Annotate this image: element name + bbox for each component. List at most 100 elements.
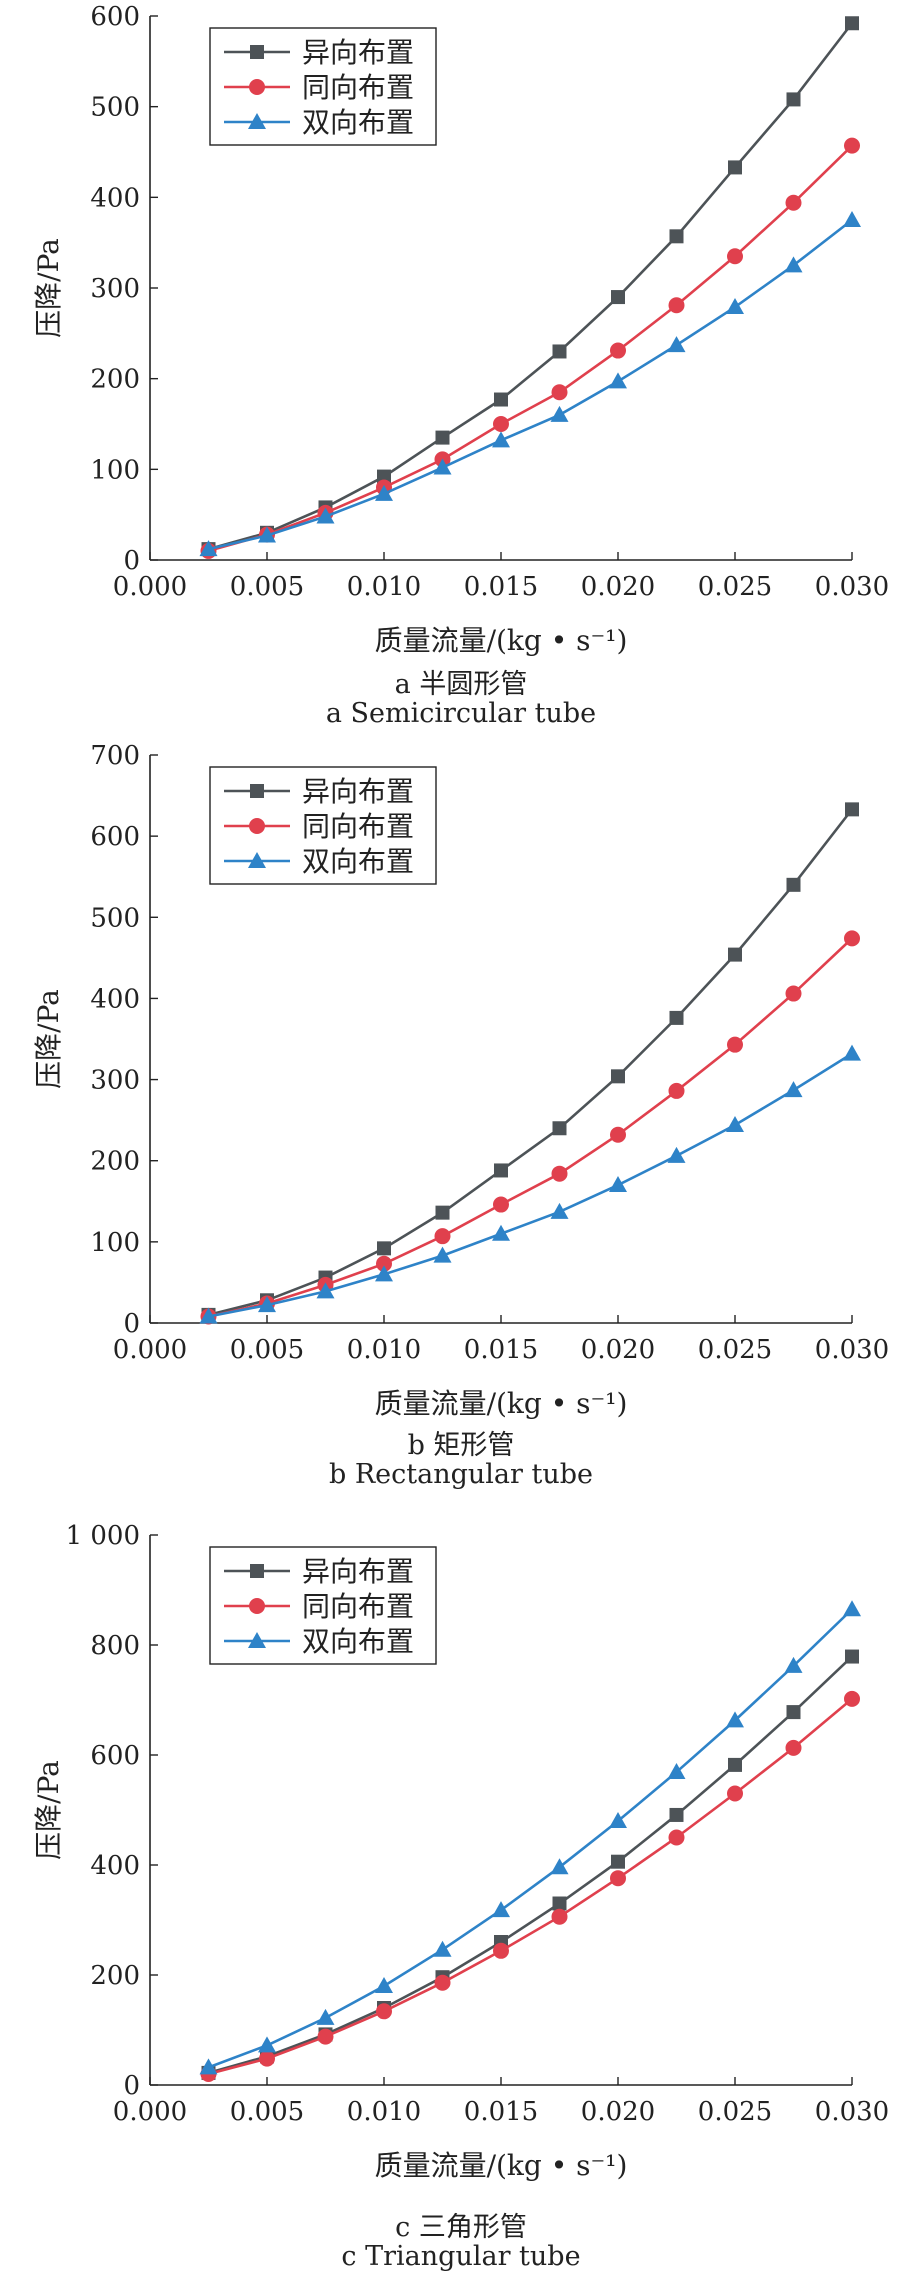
data-point bbox=[786, 877, 801, 892]
legend-marker bbox=[249, 818, 265, 834]
series-2 bbox=[199, 1044, 861, 1324]
x-tick-label: 0.025 bbox=[698, 1335, 772, 1365]
data-point bbox=[551, 1165, 568, 1182]
data-point bbox=[610, 1870, 626, 1887]
data-point bbox=[435, 430, 450, 445]
legend-label: 异向布置 bbox=[302, 36, 414, 69]
series-1 bbox=[200, 1690, 860, 2082]
data-point bbox=[492, 1224, 510, 1241]
data-point bbox=[726, 298, 744, 315]
legend-marker bbox=[248, 852, 266, 868]
x-tick-label: 0.010 bbox=[347, 572, 421, 602]
data-point bbox=[435, 1205, 450, 1220]
data-point bbox=[843, 1600, 861, 1617]
legend-marker bbox=[248, 113, 266, 129]
data-point bbox=[785, 985, 802, 1002]
x-tick-label: 0.005 bbox=[230, 572, 304, 602]
data-point bbox=[551, 1908, 568, 1925]
data-point bbox=[609, 1176, 627, 1193]
series-line bbox=[208, 937, 853, 1318]
chart-b-plot: 0.000 0.005 0.010 0.015 0.020 0.025 0.030 0 100 2… bbox=[32, 741, 889, 1420]
data-point bbox=[728, 160, 742, 175]
series-line bbox=[208, 1052, 853, 1318]
legend-marker bbox=[249, 79, 265, 95]
y-tick-label: 100 bbox=[90, 455, 140, 485]
data-point bbox=[726, 1116, 744, 1133]
x-tick-label: 0.030 bbox=[815, 2097, 889, 2127]
chart-panel-a: 0.000 0.005 0.010 0.015 0.020 0.025 0.030 0 100 2… bbox=[0, 0, 922, 745]
data-point bbox=[669, 1010, 684, 1025]
y-tick-label: 400 bbox=[90, 984, 140, 1014]
x-tick-label: 0.010 bbox=[347, 1335, 421, 1365]
y-axis-title: 压降/Pa bbox=[32, 1760, 65, 1860]
data-point bbox=[550, 1202, 569, 1219]
data-point bbox=[667, 336, 686, 353]
series-1 bbox=[200, 137, 860, 559]
data-point bbox=[784, 1081, 803, 1098]
chart-a-caption-cn: a 半圆形管 bbox=[394, 669, 528, 700]
data-point bbox=[494, 1163, 508, 1178]
legend-marker bbox=[250, 784, 264, 798]
data-point bbox=[610, 342, 626, 359]
data-point bbox=[259, 2050, 275, 2067]
x-tick-label: 0.010 bbox=[347, 2097, 421, 2127]
series-1 bbox=[200, 930, 860, 1325]
data-point bbox=[667, 1146, 686, 1163]
chart-a-plot: 0.000 0.005 0.010 0.015 0.020 0.025 0.030 0 100 2… bbox=[32, 2, 889, 657]
x-axis-title: 质量流量/(kg • s⁻¹) bbox=[375, 1387, 628, 1420]
data-point bbox=[493, 416, 509, 432]
data-point bbox=[609, 1812, 627, 1828]
y-tick-label: 0 bbox=[123, 1309, 140, 1339]
x-tick-label: 0.000 bbox=[113, 1335, 187, 1365]
y-tick-label: 1 000 bbox=[66, 1521, 140, 1551]
data-point bbox=[199, 2058, 218, 2075]
data-point bbox=[669, 1807, 684, 1822]
series-line bbox=[208, 1697, 853, 2076]
data-point bbox=[316, 507, 335, 524]
data-point bbox=[784, 1656, 803, 1673]
data-point bbox=[844, 1690, 860, 1707]
y-tick-label: 300 bbox=[90, 274, 140, 304]
series-line bbox=[208, 144, 853, 553]
x-tick-label: 0.020 bbox=[581, 572, 655, 602]
x-tick-label: 0.000 bbox=[113, 572, 187, 602]
data-point bbox=[375, 484, 393, 501]
data-point bbox=[728, 947, 742, 962]
x-tick-label: 0.020 bbox=[581, 2097, 655, 2127]
data-point bbox=[728, 1757, 742, 1772]
x-tick-label: 0.015 bbox=[464, 572, 538, 602]
y-tick-label: 500 bbox=[90, 93, 140, 123]
data-point bbox=[199, 540, 218, 557]
data-point bbox=[845, 1649, 859, 1664]
chart-c-caption-cn: c 三角形管 bbox=[395, 2212, 527, 2243]
y-tick-label: 200 bbox=[90, 1147, 140, 1177]
series-line bbox=[208, 1608, 853, 2069]
x-tick-label: 0.000 bbox=[113, 2097, 187, 2127]
data-point bbox=[258, 2036, 276, 2053]
y-axis-title: 压降/Pa bbox=[32, 238, 65, 338]
y-tick-label: 0 bbox=[123, 546, 140, 576]
y-tick-label: 600 bbox=[90, 2, 140, 32]
data-point bbox=[494, 392, 508, 407]
legend-marker bbox=[250, 45, 264, 59]
series-line bbox=[208, 1655, 853, 2075]
x-tick-label: 0.030 bbox=[815, 572, 889, 602]
y-tick-label: 400 bbox=[90, 1851, 140, 1881]
data-point bbox=[434, 1228, 451, 1245]
x-tick-label: 0.005 bbox=[230, 2097, 304, 2127]
legend-label: 双向布置 bbox=[302, 106, 414, 139]
data-point bbox=[727, 1785, 743, 1802]
series-0 bbox=[201, 1649, 859, 2080]
data-point bbox=[492, 1901, 510, 1918]
chart-b-caption-en: b Rectangular tube bbox=[328, 1459, 594, 1490]
data-point bbox=[552, 1896, 567, 1911]
y-tick-label: 200 bbox=[90, 365, 140, 395]
series-line bbox=[208, 218, 853, 551]
data-point bbox=[376, 1255, 392, 1272]
data-point bbox=[550, 405, 569, 422]
data-point bbox=[493, 1942, 509, 1959]
data-point bbox=[434, 1974, 451, 1991]
data-point bbox=[668, 1082, 685, 1099]
